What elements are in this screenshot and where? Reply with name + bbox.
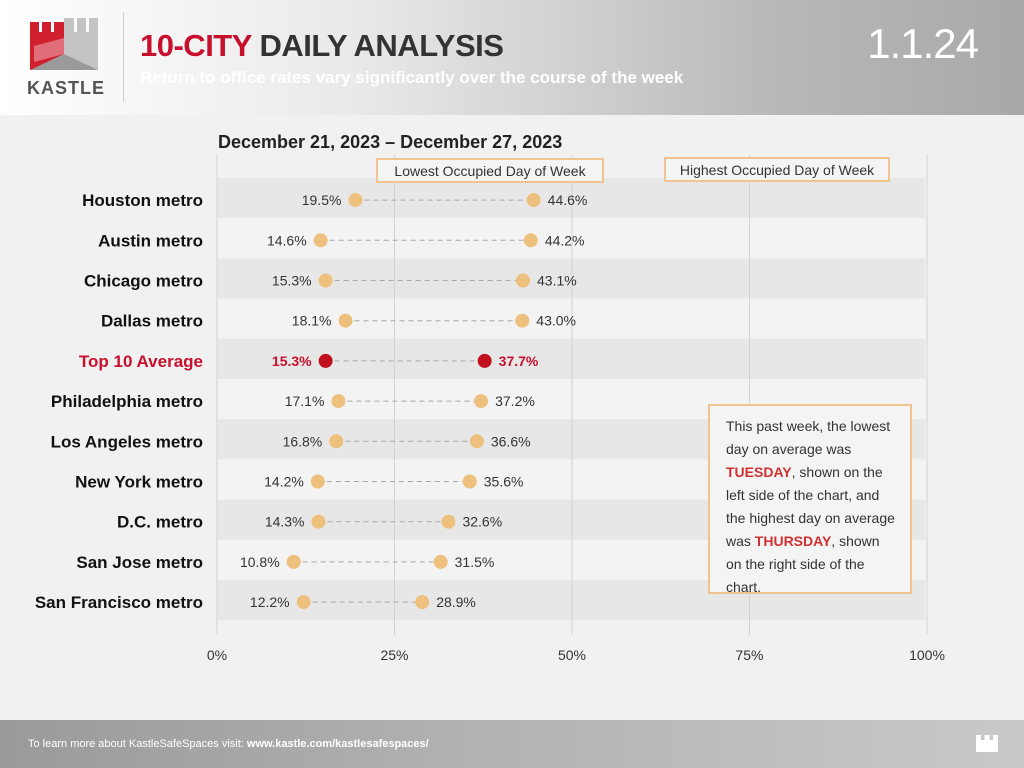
low-point [313, 233, 328, 248]
callout-text-2: , shown on the left side of the chart, a… [726, 464, 895, 549]
low-value-label: 16.8% [283, 433, 323, 449]
low-point [311, 514, 326, 529]
footer-link[interactable]: www.kastle.com/kastlesafespaces/ [246, 738, 429, 750]
low-point [329, 434, 344, 449]
low-value-label: 10.8% [240, 554, 280, 570]
high-value-label: 35.6% [484, 474, 524, 490]
low-value-label: 15.3% [272, 353, 312, 369]
legend-low-box [376, 158, 604, 183]
title-accent: 10-CITY [140, 28, 252, 63]
x-tick-label: 0% [207, 647, 227, 663]
legend-high-label: Highest Occupied Day of Week [680, 162, 875, 178]
low-value-label: 18.1% [292, 313, 332, 329]
row-label: D.C. metro [117, 513, 203, 532]
high-value-label: 43.0% [536, 313, 576, 329]
low-value-label: 14.3% [265, 514, 305, 530]
high-point [433, 554, 448, 569]
callout-low-day: TUESDAY [726, 464, 792, 480]
footer-text: To learn more about KastleSafeSpaces vis… [28, 738, 429, 750]
row-label: Philadelphia metro [51, 392, 203, 411]
x-tick-label: 100% [909, 647, 945, 663]
footer-prefix: To learn more about KastleSafeSpaces vis… [28, 738, 247, 750]
high-value-label: 32.6% [462, 514, 502, 530]
title-rest: DAILY ANALYSIS [251, 28, 504, 63]
legend-low-label: Lowest Occupied Day of Week [394, 163, 586, 179]
high-value-label: 37.2% [495, 393, 535, 409]
high-point [441, 514, 456, 529]
high-point [477, 353, 492, 368]
callout-text-1: This past week, the lowest day on averag… [726, 418, 891, 457]
low-value-label: 17.1% [285, 393, 325, 409]
low-point [331, 394, 346, 409]
high-point [523, 233, 538, 248]
high-value-label: 28.9% [436, 594, 476, 610]
low-point [310, 474, 325, 489]
callout-text-3: , shown on the right side of the chart. [726, 533, 880, 595]
callout-high-day: THURSDAY [754, 533, 832, 549]
low-value-label: 15.3% [272, 273, 312, 289]
row-band [217, 178, 925, 219]
header-divider [123, 12, 124, 102]
row-label: New York metro [75, 473, 203, 492]
x-tick-label: 75% [735, 647, 763, 663]
high-point [469, 434, 484, 449]
low-point [348, 193, 363, 208]
high-value-label: 37.7% [499, 353, 539, 369]
high-value-label: 44.6% [548, 192, 588, 208]
high-point [516, 273, 531, 288]
x-tick-label: 50% [558, 647, 586, 663]
castle-small-icon [976, 735, 998, 752]
high-value-label: 43.1% [537, 273, 577, 289]
chart-area: December 21, 2023 – December 27, 2023 Lo… [0, 115, 1024, 720]
row-label: Houston metro [82, 191, 203, 210]
page-subtitle: Return to office rates vary significantl… [140, 68, 684, 87]
low-value-label: 14.6% [267, 232, 307, 248]
row-label: Los Angeles metro [51, 432, 203, 451]
row-label: San Francisco metro [35, 593, 203, 612]
footer: To learn more about KastleSafeSpaces vis… [0, 720, 1024, 768]
high-point [526, 193, 541, 208]
header: KASTLE 10-CITY DAILY ANALYSIS Return to … [0, 0, 1024, 115]
low-value-label: 19.5% [302, 192, 342, 208]
date-stamp: 1.1.24 [867, 20, 979, 67]
page-title: 10-CITY DAILY ANALYSIS [140, 28, 504, 64]
row-label: San Jose metro [76, 553, 203, 572]
low-value-label: 12.2% [250, 594, 290, 610]
high-point [515, 313, 530, 328]
row-band [217, 218, 925, 259]
castle-icon [30, 18, 98, 70]
high-value-label: 31.5% [455, 554, 495, 570]
legend-high-box [664, 157, 890, 182]
row-band [217, 298, 925, 339]
row-label: Chicago metro [84, 272, 203, 291]
kastle-logo: KASTLE [20, 14, 112, 104]
high-value-label: 36.6% [491, 433, 531, 449]
row-label: Top 10 Average [79, 352, 203, 371]
row-band [217, 258, 925, 299]
low-point [296, 595, 311, 610]
high-point [462, 474, 477, 489]
low-point [318, 273, 333, 288]
row-label: Austin metro [98, 231, 203, 250]
insight-callout: This past week, the lowest day on averag… [708, 404, 912, 595]
high-point [474, 394, 489, 409]
chart-title: December 21, 2023 – December 27, 2023 [218, 132, 562, 152]
row-label: Dallas metro [101, 312, 203, 331]
low-point [338, 313, 353, 328]
row-band [217, 338, 925, 379]
brand-name: KASTLE [27, 78, 105, 98]
low-point [318, 353, 333, 368]
high-point [415, 595, 430, 610]
high-value-label: 44.2% [545, 232, 585, 248]
low-value-label: 14.2% [264, 474, 304, 490]
x-tick-label: 25% [380, 647, 408, 663]
low-point [286, 554, 301, 569]
